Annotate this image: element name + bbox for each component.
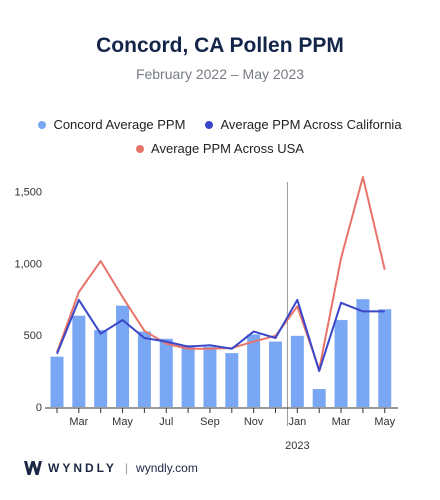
bar <box>312 389 326 407</box>
bar <box>159 338 173 407</box>
bar <box>269 341 282 407</box>
legend-dot-icon <box>205 120 214 129</box>
footer-site: wyndly.com <box>136 461 198 475</box>
series-line <box>56 298 385 373</box>
bar <box>181 345 195 407</box>
x-tick-label: May <box>374 416 395 428</box>
year-label: 2023 <box>285 440 309 452</box>
x-tick-label: May <box>112 416 133 428</box>
x-tick-label: Jul <box>159 416 173 428</box>
legend-item-usa: Average PPM Across USA <box>136 141 304 156</box>
bar <box>72 315 86 407</box>
legend-dot-icon <box>136 144 145 153</box>
bar <box>94 330 108 407</box>
y-tick-label: 500 <box>24 330 42 342</box>
x-tick-label: Mar <box>69 416 88 428</box>
series-line <box>56 176 386 371</box>
y-tick-label: 1,000 <box>14 258 42 270</box>
x-tick-label: Sep <box>200 416 220 428</box>
legend-label: Concord Average PPM <box>53 117 186 132</box>
x-tick-label: Mar <box>332 416 351 428</box>
legend-row-2: Average PPM Across USA <box>0 141 440 156</box>
chart-subtitle: February 2022 – May 2023 <box>135 66 305 82</box>
x-tick-label: Jan <box>288 416 306 428</box>
bar <box>356 299 370 407</box>
bar <box>50 356 64 407</box>
y-tick-label: 0 <box>36 402 42 414</box>
pollen-chart: 0 500 1,000 1,500 Mar May Jul Sep Nov Jan Mar May 20… <box>14 176 398 452</box>
bar <box>378 309 392 407</box>
bar <box>116 305 130 407</box>
bar <box>225 353 239 407</box>
legend-item-california: Average PPM Across California <box>205 117 402 132</box>
legend-item-concord: Concord Average PPM <box>38 117 185 132</box>
bar <box>203 346 217 407</box>
chart-title: Concord, CA Pollen PPM <box>96 34 344 57</box>
footer: WYNDLY | wyndly.com <box>24 461 198 475</box>
bar <box>247 334 261 407</box>
footer-brand: WYNDLY <box>48 461 117 475</box>
bar <box>334 320 348 407</box>
bar <box>290 335 304 407</box>
y-tick-label: 1,500 <box>14 186 42 198</box>
wyndly-logo-icon <box>24 461 42 475</box>
bar <box>137 331 151 407</box>
footer-separator: | <box>124 461 129 475</box>
legend-label: Average PPM Across California <box>220 117 402 132</box>
legend-dot-icon <box>38 120 47 129</box>
legend-label: Average PPM Across USA <box>151 141 304 156</box>
x-tick-label: Nov <box>244 416 264 428</box>
legend-row-1: Concord Average PPM Average PPM Across C… <box>0 117 440 132</box>
